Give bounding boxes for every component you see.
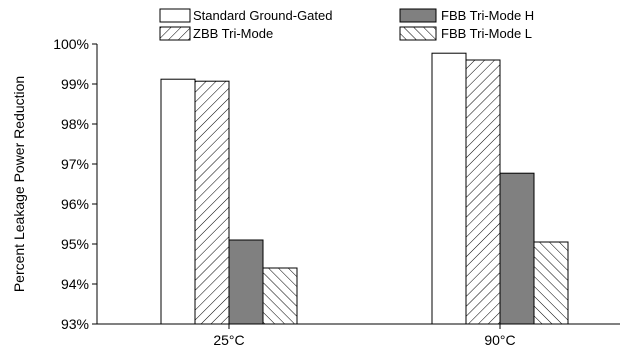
y-axis-label: Percent Leakage Power Reduction [11,76,27,292]
legend-swatch-fbb-tri-mode-h [399,8,437,23]
y-tick-label: 97% [61,156,89,172]
bar-standard-ground-gated-2 [431,52,467,325]
bar-zbb-tri-mode-2 [465,59,501,325]
legend-swatch-fbb-tri-mode-l [399,26,437,41]
bar-fbb-tri-mode-l-2 [533,241,569,325]
legend-label-fbb-tri-mode-h: FBB Tri-Mode H [441,8,534,23]
bar-fbb-tri-mode-l-1 [262,267,298,325]
bar-zbb-tri-mode-1 [194,80,230,325]
bar-fbb-tri-mode-h-1 [228,239,264,325]
legend-label-standard-ground-gated: Standard Ground-Gated [193,8,332,23]
x-tick-label: 25°C [213,332,244,348]
legend-label-zbb-tri-mode: ZBB Tri-Mode [193,26,273,41]
y-tick-label: 93% [61,316,89,332]
y-tick-label: 94% [61,276,89,292]
bars [160,52,569,325]
bar-standard-ground-gated-1 [160,78,196,325]
legend-label-fbb-tri-mode-l: FBB Tri-Mode L [441,26,532,41]
bar-fbb-tri-mode-h-2 [499,172,535,325]
y-tick-label: 99% [61,76,89,92]
legend-swatch-zbb-tri-mode [159,26,191,41]
x-tick-label: 90°C [484,332,515,348]
y-tick-label: 95% [61,236,89,252]
y-tick-label: 98% [61,116,89,132]
x-axis: 25°C 90°C [213,324,516,348]
y-tick-label: 100% [53,36,89,52]
y-axis: 93% 94% 95% 96% 97% 98% 99% 100% [53,36,97,332]
legend: Standard Ground-Gated ZBB Tri-Mode FBB T… [159,8,534,41]
y-tick-label: 96% [61,196,89,212]
legend-swatch-standard-ground-gated [159,8,191,23]
